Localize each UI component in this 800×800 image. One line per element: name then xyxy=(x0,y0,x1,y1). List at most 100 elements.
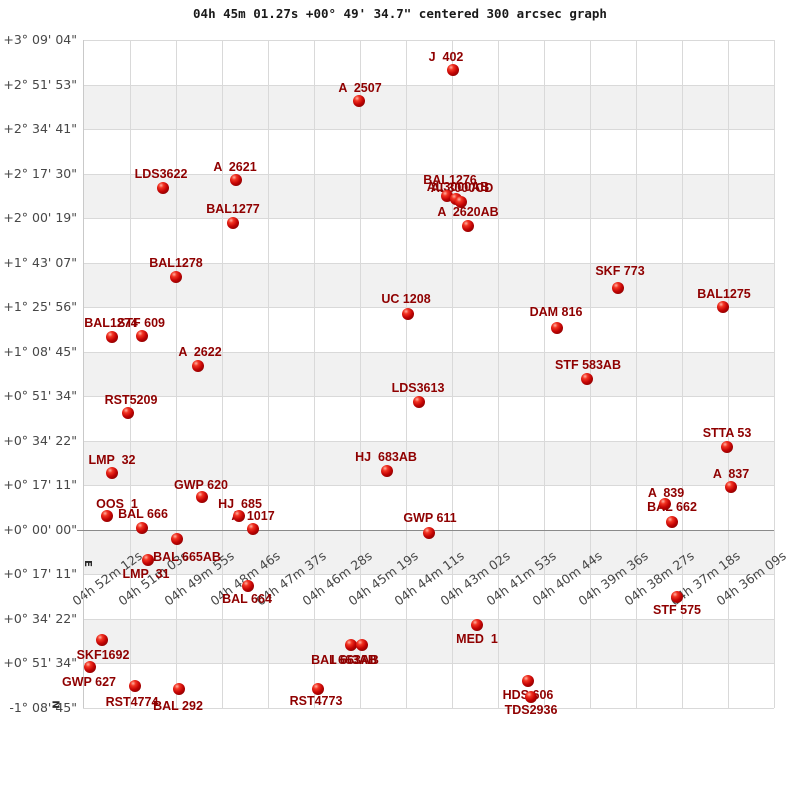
star-label: BAL 666 xyxy=(118,507,168,521)
h-gridline xyxy=(83,351,774,353)
h-gridline xyxy=(83,307,774,308)
star-point xyxy=(122,407,134,419)
star-label: BAL 292 xyxy=(153,699,203,713)
y-tick-label: +0° 17' 11" xyxy=(3,566,77,581)
star-label: MED 1 xyxy=(456,632,498,646)
star-label: LDS3622 xyxy=(134,167,188,181)
star-label: STF 609 xyxy=(117,316,165,330)
star-point xyxy=(455,196,467,208)
y-tick-label: +1° 43' 07" xyxy=(3,254,77,270)
star-point xyxy=(142,554,154,566)
y-tick-label: +1° 08' 45" xyxy=(3,343,77,359)
star-point xyxy=(84,661,96,673)
h-gridline xyxy=(83,129,774,130)
star-label: GWP 611 xyxy=(403,511,457,525)
star-point xyxy=(106,467,118,479)
star-point xyxy=(129,680,141,692)
v-gridline xyxy=(681,40,683,708)
star-label: RST5209 xyxy=(104,393,158,407)
grid-band xyxy=(83,262,774,307)
v-gridline xyxy=(313,40,315,708)
y-tick-label: +0° 17' 11" xyxy=(3,477,77,492)
star-label: STF 575 xyxy=(653,603,701,617)
star-label: A 837 xyxy=(712,467,750,481)
star-point xyxy=(666,516,678,528)
star-point xyxy=(345,639,357,651)
star-label: A 2507 xyxy=(338,81,382,95)
h-gridline xyxy=(83,485,774,486)
star-point xyxy=(173,683,185,695)
star-label: BAL1277 xyxy=(206,202,260,216)
h-gridline xyxy=(83,618,774,620)
y-tick-label: +0° 51' 34" xyxy=(3,655,77,670)
star-label: A 2622 xyxy=(178,345,222,359)
v-gridline xyxy=(451,40,453,708)
east-marker: E xyxy=(81,560,93,567)
star-label: AL3000CD xyxy=(430,181,494,195)
v-gridline xyxy=(543,40,545,708)
star-point xyxy=(725,481,737,493)
grid-band xyxy=(83,84,774,129)
star-point xyxy=(227,217,239,229)
chart-title: 04h 45m 01.27s +00° 49' 34.7" centered 3… xyxy=(193,6,607,21)
h-gridline xyxy=(83,440,774,442)
star-point xyxy=(717,301,729,313)
y-tick-label: +0° 00' 00" xyxy=(3,521,77,537)
star-label: LMP 31 xyxy=(122,567,170,581)
h-gridline xyxy=(83,396,774,397)
star-label: BAL1275 xyxy=(697,287,751,301)
star-point xyxy=(230,174,242,186)
star-point xyxy=(581,373,593,385)
star-point xyxy=(413,396,425,408)
star-label: TDS2936 xyxy=(504,703,558,717)
v-gridline xyxy=(635,40,637,708)
star-label: I 663AB xyxy=(331,653,377,667)
star-label: BAL 665AB xyxy=(153,550,221,564)
y-tick-label: +0° 34' 22" xyxy=(3,432,77,448)
y-tick-label: +0° 34' 22" xyxy=(3,610,77,626)
grid-band xyxy=(83,351,774,396)
star-point xyxy=(471,619,483,631)
star-label: J 402 xyxy=(428,50,464,64)
h-gridline xyxy=(83,707,774,709)
h-gridline xyxy=(83,663,774,664)
star-label: BAL1276 xyxy=(423,173,477,187)
star-point xyxy=(96,634,108,646)
star-label: A 839 xyxy=(647,486,685,500)
star-label: UC 1208 xyxy=(381,292,431,306)
y-tick-label: +3° 09' 04" xyxy=(3,32,77,47)
star-point xyxy=(247,523,259,535)
y-tick-label: +2° 00' 19" xyxy=(3,210,77,225)
v-gridline xyxy=(267,40,269,708)
star-point xyxy=(522,675,534,687)
v-gridline xyxy=(773,40,775,708)
star-point xyxy=(381,465,393,477)
star-label: DAM 816 xyxy=(529,305,583,319)
h-gridline xyxy=(83,574,774,575)
star-point xyxy=(242,580,254,592)
star-label: BAL1274 xyxy=(84,316,138,330)
star-label: RST4773 xyxy=(289,694,343,708)
v-gridline xyxy=(129,40,131,708)
h-gridline xyxy=(83,262,774,264)
v-gridline xyxy=(221,40,223,708)
north-marker: N xyxy=(49,700,61,709)
h-gridline xyxy=(83,84,774,86)
h-gridline xyxy=(83,173,774,175)
star-point xyxy=(101,510,113,522)
star-point xyxy=(171,533,183,545)
star-point xyxy=(423,527,435,539)
star-label: BAL 662 xyxy=(647,500,697,514)
star-point xyxy=(671,591,683,603)
star-point xyxy=(233,510,245,522)
star-point xyxy=(353,95,365,107)
star-point xyxy=(462,220,474,232)
star-label: BAL 664 xyxy=(222,592,272,606)
v-gridline xyxy=(497,40,499,708)
h-gridline xyxy=(83,40,774,41)
h-gridline xyxy=(83,218,774,219)
grid-band xyxy=(83,173,774,218)
star-point xyxy=(551,322,563,334)
star-point xyxy=(157,182,169,194)
